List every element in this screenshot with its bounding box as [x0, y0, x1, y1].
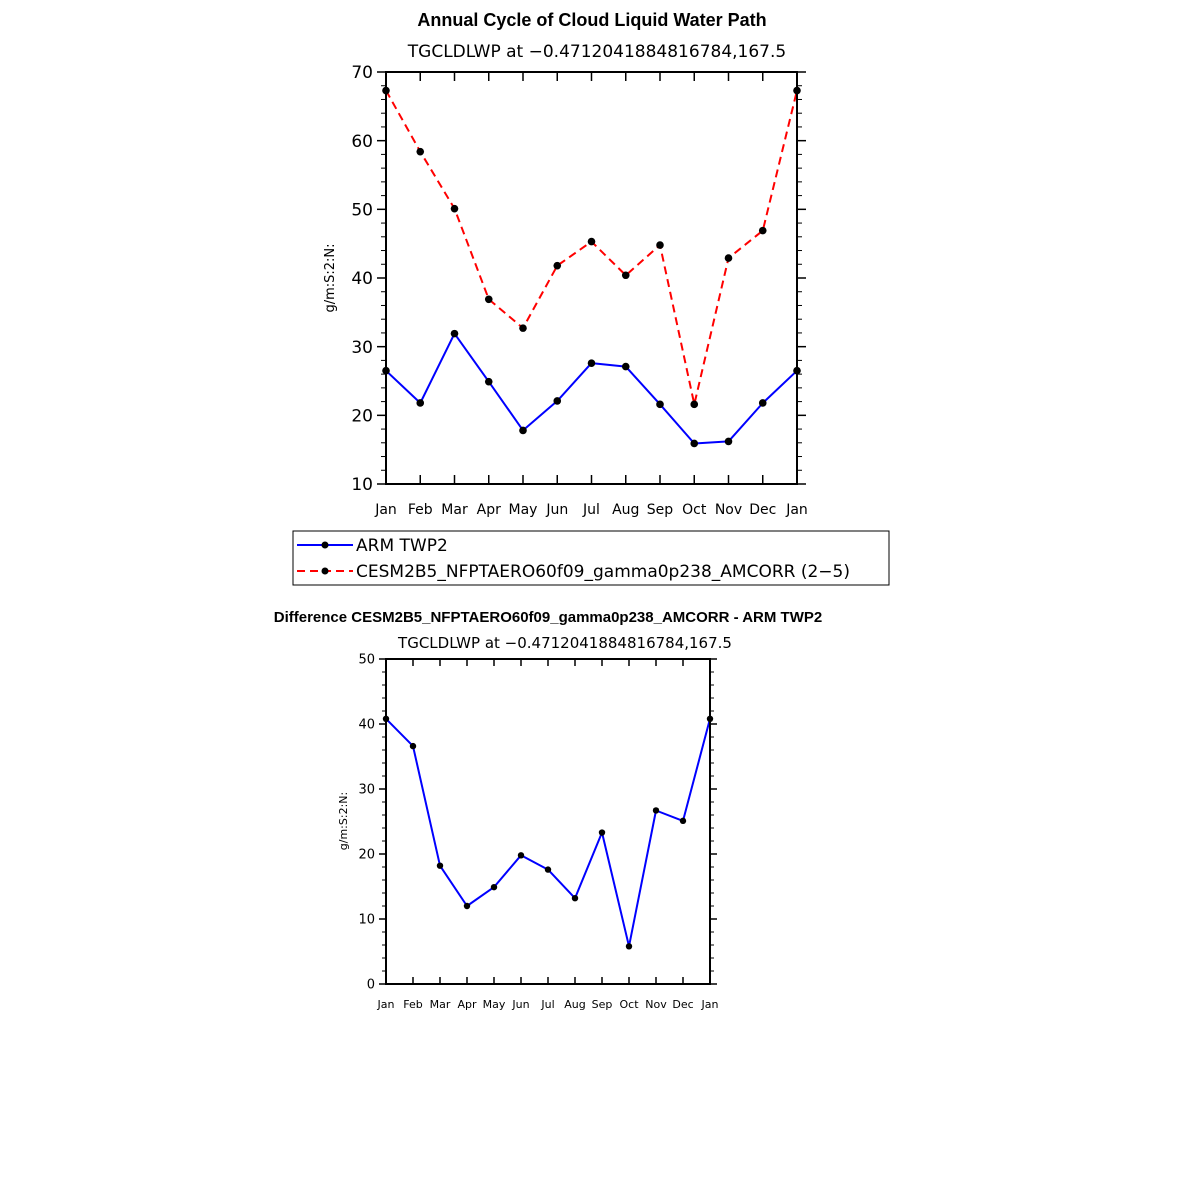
data-point [690, 400, 699, 409]
data-point [679, 817, 687, 825]
data-point [484, 295, 493, 304]
data-point [450, 204, 459, 213]
x-tick-label: Sep [647, 502, 674, 518]
x-tick-label: Jan [377, 998, 395, 1011]
x-tick-label: Jun [545, 502, 568, 518]
legend-marker-arm [321, 541, 329, 549]
data-point [598, 829, 606, 836]
data-point [621, 362, 630, 371]
chart-subtitle: TGCLDLWP at −0.4712041884816784,167.5 [397, 634, 732, 652]
y-tick-label: 0 [367, 978, 375, 993]
data-point [416, 147, 425, 156]
y-tick-label: 40 [351, 269, 373, 289]
x-tick-label: Dec [749, 502, 776, 518]
data-point [656, 241, 664, 249]
x-tick-label: Mar [441, 502, 468, 518]
x-tick-label: Aug [564, 998, 585, 1011]
data-point [652, 807, 660, 814]
data-point [490, 883, 498, 891]
x-tick-label: Oct [682, 502, 707, 518]
data-point [409, 742, 417, 750]
x-tick-label: May [483, 998, 506, 1011]
data-point [463, 902, 471, 910]
legend-label-arm: ARM TWP2 [356, 536, 448, 556]
data-point [544, 866, 552, 873]
legend-marker-cesm [321, 567, 329, 575]
y-axis-label: g/m:S:2:N: [337, 792, 350, 850]
series-line [385, 718, 711, 948]
series-line [385, 90, 798, 406]
x-tick-label: Jan [785, 502, 808, 518]
x-tick-label: Apr [457, 998, 477, 1011]
data-point [553, 261, 562, 270]
series-line [385, 332, 798, 445]
legend: ARM TWP2 CESM2B5_NFPTAERO60f09_gamma0p23… [292, 530, 890, 586]
y-tick-label: 70 [351, 63, 373, 83]
x-tick-label: Feb [408, 502, 433, 518]
x-tick-label: Jul [582, 502, 600, 518]
y-axis-label: g/m:S:2:N: [323, 243, 338, 312]
x-tick-label: Dec [672, 998, 693, 1011]
y-tick-label: 60 [351, 132, 373, 152]
data-point [519, 426, 527, 435]
y-tick-label: 50 [358, 653, 375, 668]
data-point [553, 397, 562, 405]
y-tick-label: 30 [358, 783, 375, 798]
x-tick-label: Nov [715, 502, 742, 518]
data-point [724, 437, 733, 446]
x-tick-label: Sep [592, 998, 613, 1011]
x-tick-label: Apr [477, 502, 501, 518]
y-tick-label: 10 [351, 475, 373, 495]
legend-label-cesm: CESM2B5_NFPTAERO60f09_gamma0p238_AMCORR … [356, 562, 850, 582]
y-tick-label: 20 [351, 406, 373, 426]
plot-frame [385, 658, 711, 985]
x-tick-label: Aug [612, 502, 639, 518]
y-tick-label: 50 [351, 200, 373, 220]
x-tick-label: Jun [511, 998, 529, 1011]
y-tick-label: 10 [358, 913, 375, 928]
x-tick-label: Jan [701, 998, 719, 1011]
data-point [450, 329, 459, 338]
y-tick-label: 30 [351, 338, 373, 358]
x-tick-label: Jan [374, 502, 397, 518]
data-point [571, 895, 579, 902]
chart-subtitle: TGCLDLWP at −0.4712041884816784,167.5 [407, 42, 786, 62]
legend-box [292, 530, 890, 586]
data-point [517, 852, 525, 859]
data-point [758, 399, 767, 407]
data-point [519, 324, 527, 332]
y-tick-label: 20 [358, 848, 375, 863]
annual-cycle-chart: Annual Cycle of Cloud Liquid Water Path … [323, 10, 808, 518]
difference-chart: Difference CESM2B5_NFPTAERO60f09_gamma0p… [274, 609, 822, 1011]
data-point [625, 943, 633, 950]
data-point [416, 399, 425, 407]
data-point [724, 254, 733, 262]
data-point [484, 377, 493, 386]
data-point [587, 359, 596, 367]
data-point [621, 271, 630, 280]
chart-title: Annual Cycle of Cloud Liquid Water Path [417, 10, 766, 30]
x-tick-label: Mar [430, 998, 451, 1011]
x-tick-label: Oct [619, 998, 639, 1011]
x-tick-label: May [509, 502, 538, 518]
data-point [587, 237, 596, 246]
data-point [656, 400, 664, 409]
y-tick-label: 40 [358, 718, 375, 733]
x-tick-label: Nov [645, 998, 667, 1011]
chart-title: Difference CESM2B5_NFPTAERO60f09_gamma0p… [274, 609, 822, 626]
plot-frame [385, 71, 798, 485]
data-point [758, 226, 767, 235]
data-point [436, 862, 444, 869]
x-tick-label: Jul [540, 998, 554, 1011]
data-point [690, 439, 699, 448]
x-tick-label: Feb [403, 998, 422, 1011]
